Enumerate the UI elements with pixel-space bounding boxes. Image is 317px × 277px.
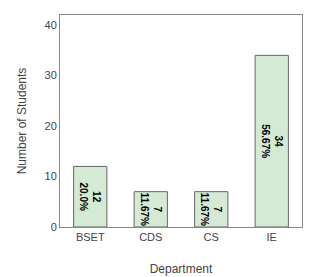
svg-text:CS: CS — [204, 231, 219, 243]
svg-text:Number of Students: Number of Students — [15, 68, 29, 175]
svg-text:Department: Department — [150, 262, 213, 276]
svg-text:711.67%: 711.67% — [199, 193, 223, 226]
svg-text:711.67%: 711.67% — [139, 193, 163, 226]
svg-text:IE: IE — [267, 231, 277, 243]
svg-text:CDS: CDS — [139, 231, 162, 243]
svg-text:20: 20 — [45, 120, 57, 132]
svg-text:1220.0%: 1220.0% — [78, 182, 102, 210]
svg-text:3456.67%: 3456.67% — [260, 124, 284, 158]
svg-text:40: 40 — [45, 19, 57, 31]
svg-text:0: 0 — [51, 221, 57, 233]
svg-text:30: 30 — [45, 69, 57, 81]
svg-text:10: 10 — [45, 170, 57, 182]
svg-text:BSET: BSET — [76, 231, 105, 243]
